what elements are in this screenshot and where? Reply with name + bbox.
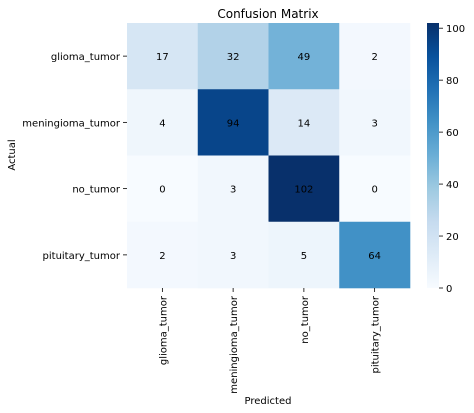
cell-value: 49: [298, 52, 311, 63]
heatmap-cell: [339, 221, 411, 289]
cell-value: 2: [159, 251, 165, 262]
y-tick-label: glioma_tumor: [51, 52, 121, 63]
heatmap-cell: [339, 89, 411, 156]
colorbar-tick-label: 0: [446, 284, 452, 295]
heatmap-cell: [197, 155, 269, 223]
cell-value: 0: [159, 185, 165, 196]
heatmap-cell: [197, 89, 269, 156]
colorbar: [427, 23, 439, 288]
cell-value: 2: [371, 52, 377, 63]
cell-annotations: 17 32 49 2 4 94 14 3 0 3 102 0 2 3 5 64: [156, 52, 381, 262]
heatmap-cell: [127, 221, 199, 289]
heatmap-cell: [268, 89, 340, 156]
cell-value: 3: [230, 185, 236, 196]
cell-value: 3: [371, 118, 377, 129]
heatmap-cell: [268, 221, 340, 289]
x-axis-label: Predicted: [245, 396, 292, 407]
heatmap-cell: [197, 221, 269, 289]
y-axis-ticks: glioma_tumor meningioma_tumor no_tumorpitu…: [22, 52, 127, 262]
x-tick-label: pituitary_tumor: [371, 295, 382, 373]
colorbar-tick-label: 100: [446, 24, 465, 35]
cell-value: 32: [227, 52, 240, 63]
heatmap-cell: [339, 23, 411, 90]
x-tick-label: no_tumor: [300, 295, 311, 344]
cell-value: 17: [156, 52, 169, 63]
heatmap-cell: [127, 155, 199, 223]
heatmap-cell: [197, 23, 269, 90]
y-tick-label: meningioma_tumor: [22, 118, 121, 129]
colorbar-tick-label: 60: [446, 128, 459, 139]
x-tick-label: glioma_tumor: [158, 295, 169, 365]
colorbar-tick-label: 20: [446, 232, 459, 243]
cell-value: 64: [368, 251, 381, 262]
y-axis-label: Actual: [7, 139, 18, 170]
colorbar-tick-label: 40: [446, 180, 459, 191]
cell-value: 102: [294, 185, 313, 196]
cell-value: 94: [227, 118, 240, 129]
x-axis-ticks: glioma_tumor meningioma_tumor no_tumor pitu…: [158, 288, 382, 394]
cell-value: 5: [301, 251, 307, 262]
heatmap-cell: [268, 155, 340, 223]
x-tick-label: meningioma_tumor: [229, 295, 240, 394]
heatmap-cells: [127, 23, 411, 289]
heatmap-cell: [268, 23, 340, 90]
heatmap-cell: [127, 89, 199, 156]
y-tick-label: no_tumor: [72, 185, 121, 196]
cell-value: 0: [371, 185, 377, 196]
heatmap-cell: [127, 23, 199, 90]
colorbar-tick-label: 80: [446, 76, 459, 87]
cell-value: 14: [298, 118, 311, 129]
colorbar-ticks: 0 20 40 60 80 100: [439, 24, 465, 295]
cell-value: 3: [230, 251, 236, 262]
y-tick-label: pituitary_tumor: [43, 251, 121, 262]
heatmap-cell: [339, 155, 411, 223]
chart-title: Confusion Matrix: [217, 7, 318, 21]
cell-value: 4: [159, 118, 165, 129]
